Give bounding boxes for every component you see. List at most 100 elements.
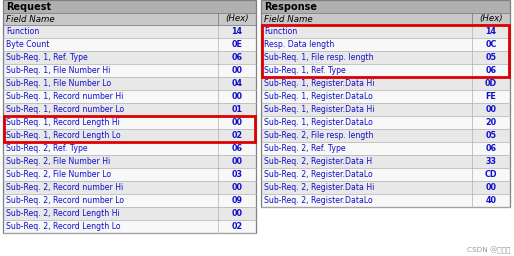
Text: 14: 14 (486, 27, 497, 36)
Bar (3, 129, 256, 142)
Text: 00: 00 (486, 183, 497, 192)
Bar (3, 90, 256, 103)
Text: Sub-Req. 2, File Number Lo: Sub-Req. 2, File Number Lo (6, 170, 111, 179)
Text: Sub-Req. 2, Register.Data H: Sub-Req. 2, Register.Data H (264, 157, 372, 166)
Text: 00: 00 (231, 183, 243, 192)
Text: Sub-Req. 1, File Number Lo: Sub-Req. 1, File Number Lo (6, 79, 111, 88)
Text: (Hex): (Hex) (225, 15, 249, 24)
Bar (3, 220, 256, 233)
Bar (261, 103, 510, 116)
Text: 06: 06 (231, 53, 243, 62)
Text: 00: 00 (231, 118, 243, 127)
Text: Sub-Req. 1, Ref. Type: Sub-Req. 1, Ref. Type (264, 66, 346, 75)
Text: 40: 40 (486, 196, 497, 205)
Text: FE: FE (486, 92, 497, 101)
Text: Field Name: Field Name (6, 15, 54, 24)
Text: Sub-Req. 1, Record number Lo: Sub-Req. 1, Record number Lo (6, 105, 124, 114)
Bar (261, 116, 510, 129)
Text: 04: 04 (231, 79, 243, 88)
Text: Sub-Req. 1, File Number Hi: Sub-Req. 1, File Number Hi (6, 66, 111, 75)
Bar (261, 38, 510, 51)
Text: 06: 06 (486, 144, 497, 153)
Text: 0E: 0E (232, 40, 243, 49)
Text: 0D: 0D (485, 79, 497, 88)
Bar (261, 168, 510, 181)
Bar (3, 0, 256, 233)
Text: CD: CD (485, 170, 497, 179)
Bar (261, 13, 510, 25)
Text: Sub-Req. 2, Record Length Hi: Sub-Req. 2, Record Length Hi (6, 209, 120, 218)
Bar (261, 51, 510, 64)
Text: 20: 20 (485, 118, 497, 127)
Bar (3, 51, 256, 64)
Text: 01: 01 (231, 105, 243, 114)
Bar (261, 77, 510, 90)
Text: Sub-Req. 1, Record Length Lo: Sub-Req. 1, Record Length Lo (6, 131, 121, 140)
Text: 0C: 0C (485, 40, 497, 49)
Text: Sub-Req. 1, Ref. Type: Sub-Req. 1, Ref. Type (6, 53, 88, 62)
Bar (3, 181, 256, 194)
Text: 02: 02 (231, 131, 243, 140)
Bar (3, 0, 256, 13)
Text: Sub-Req. 2, Ref. Type: Sub-Req. 2, Ref. Type (6, 144, 87, 153)
Text: 06: 06 (486, 66, 497, 75)
Bar (4, 116, 255, 142)
Bar (261, 194, 510, 207)
Bar (3, 142, 256, 155)
Text: Sub-Req. 2, Register.Data Hi: Sub-Req. 2, Register.Data Hi (264, 183, 374, 192)
Text: 00: 00 (231, 66, 243, 75)
Text: 02: 02 (231, 222, 243, 231)
Text: 06: 06 (231, 144, 243, 153)
Text: Response: Response (264, 2, 317, 12)
Text: Request: Request (6, 2, 51, 12)
Text: Sub-Req. 2, File Number Hi: Sub-Req. 2, File Number Hi (6, 157, 110, 166)
Bar (3, 64, 256, 77)
Bar (261, 142, 510, 155)
Bar (261, 64, 510, 77)
Text: CSDN @汉小白: CSDN @汉小白 (467, 247, 510, 254)
Text: Sub-Req. 1, Register.Data Hi: Sub-Req. 1, Register.Data Hi (264, 79, 375, 88)
Bar (261, 25, 510, 38)
Text: Function: Function (264, 27, 297, 36)
Bar (3, 38, 256, 51)
Text: 05: 05 (486, 53, 497, 62)
Text: 00: 00 (231, 92, 243, 101)
Text: 00: 00 (486, 105, 497, 114)
Text: Sub-Req. 1, Register.DataLo: Sub-Req. 1, Register.DataLo (264, 118, 373, 127)
Text: 03: 03 (231, 170, 243, 179)
Bar (3, 168, 256, 181)
Text: Function: Function (6, 27, 39, 36)
Bar (3, 103, 256, 116)
Text: Byte Count: Byte Count (6, 40, 49, 49)
Bar (3, 25, 256, 38)
Text: (Hex): (Hex) (479, 15, 503, 24)
Bar (261, 90, 510, 103)
Text: Sub-Req. 2, File resp. length: Sub-Req. 2, File resp. length (264, 131, 374, 140)
Text: Resp. Data length: Resp. Data length (264, 40, 334, 49)
Bar (262, 25, 509, 77)
Bar (261, 0, 510, 13)
Text: 05: 05 (486, 131, 497, 140)
Bar (261, 155, 510, 168)
Bar (3, 77, 256, 90)
Bar (3, 116, 256, 129)
Text: 14: 14 (231, 27, 243, 36)
Text: Sub-Req. 2, Ref. Type: Sub-Req. 2, Ref. Type (264, 144, 345, 153)
Bar (261, 0, 510, 207)
Text: Sub-Req. 2, Register.DataLo: Sub-Req. 2, Register.DataLo (264, 170, 373, 179)
Text: Sub-Req. 1, Register.DataLo: Sub-Req. 1, Register.DataLo (264, 92, 373, 101)
Bar (3, 194, 256, 207)
Text: Sub-Req. 1, Register.Data Hi: Sub-Req. 1, Register.Data Hi (264, 105, 375, 114)
Text: Sub-Req. 2, Record number Lo: Sub-Req. 2, Record number Lo (6, 196, 124, 205)
Bar (3, 155, 256, 168)
Text: Sub-Req. 1, Record Length Hi: Sub-Req. 1, Record Length Hi (6, 118, 120, 127)
Bar (261, 181, 510, 194)
Text: 09: 09 (231, 196, 243, 205)
Text: Sub-Req. 2, Record number Hi: Sub-Req. 2, Record number Hi (6, 183, 123, 192)
Text: Sub-Req. 1, File resp. length: Sub-Req. 1, File resp. length (264, 53, 374, 62)
Bar (261, 129, 510, 142)
Text: 00: 00 (231, 209, 243, 218)
Text: 33: 33 (486, 157, 497, 166)
Text: Sub-Req. 1, Record number Hi: Sub-Req. 1, Record number Hi (6, 92, 123, 101)
Text: 00: 00 (231, 157, 243, 166)
